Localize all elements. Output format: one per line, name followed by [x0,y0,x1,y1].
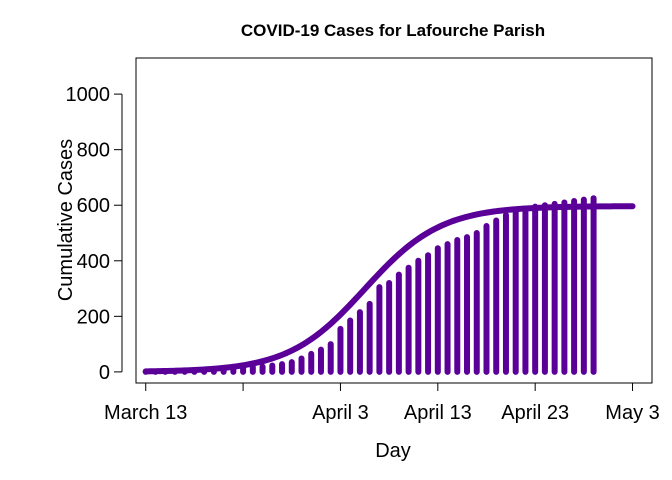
x-axis-label: Day [375,440,411,462]
fit-curve [142,203,636,375]
y-axis: 0 200 400 600 800 1000 [66,84,123,384]
x-tick-label: April 13 [404,402,472,424]
y-tick-label: 800 [77,140,110,162]
chart-title: COVID-19 Cases for Lafourche Parish [241,21,545,40]
x-tick-label: May 3 [605,402,659,424]
y-tick-label: 400 [77,251,110,273]
y-tick-label: 0 [99,362,110,384]
bars [142,195,597,375]
fit-line [142,203,636,375]
x-tick-label: April 3 [312,402,369,424]
x-tick-label: March 13 [104,402,187,424]
y-axis-label: Cumulative Cases [55,139,77,301]
y-tick-label: 200 [77,306,110,328]
x-axis: March 13 April 3 April 13 April 23 May 3 [104,382,660,424]
y-tick-label: 1000 [66,84,111,106]
y-tick-label: 600 [77,195,110,217]
x-tick-label: April 23 [501,402,569,424]
